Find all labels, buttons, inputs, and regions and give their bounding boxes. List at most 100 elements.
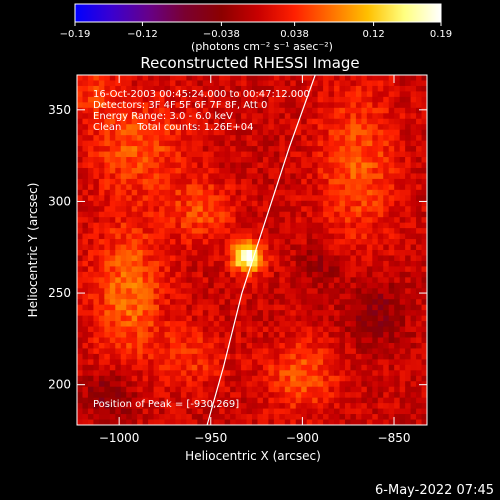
heatmap-pixel <box>186 304 193 311</box>
heatmap-pixel <box>350 107 357 114</box>
heatmap-pixel <box>328 162 335 169</box>
heatmap-pixel <box>77 228 83 234</box>
heatmap-pixel <box>262 397 269 404</box>
heatmap-pixel <box>142 135 149 142</box>
heatmap-pixel <box>104 250 111 256</box>
heatmap-pixel <box>323 293 329 300</box>
heatmap-pixel <box>137 348 144 355</box>
heatmap-pixel <box>279 206 286 213</box>
heatmap-pixel <box>153 321 160 327</box>
heatmap-pixel <box>126 419 133 425</box>
heatmap-pixel <box>350 146 357 152</box>
heatmap-pixel <box>180 299 187 306</box>
heatmap-pixel <box>273 381 280 388</box>
heatmap-pixel <box>87 135 94 142</box>
heatmap-pixel <box>197 260 204 267</box>
heatmap-pixel <box>377 200 384 207</box>
heatmap-pixel <box>268 364 275 371</box>
heatmap-pixel <box>169 244 176 251</box>
heatmap-pixel <box>405 266 411 273</box>
heatmap-pixel <box>306 157 313 163</box>
heatmap-pixel <box>197 348 204 355</box>
heatmap-pixel <box>312 80 319 87</box>
heatmap-pixel <box>252 80 258 87</box>
x-axis-tick-label: −950 <box>194 431 227 445</box>
heatmap-pixel <box>339 321 346 327</box>
heatmap-pixel <box>284 288 291 295</box>
heatmap-pixel <box>197 173 204 180</box>
heatmap-pixel <box>416 397 422 404</box>
heatmap-pixel <box>104 135 111 142</box>
heatmap-pixel <box>82 75 89 81</box>
heatmap-pixel <box>328 146 335 152</box>
heatmap-pixel <box>120 326 127 333</box>
heatmap-pixel <box>230 217 236 224</box>
heatmap-pixel <box>93 381 100 388</box>
heatmap-pixel <box>317 304 324 311</box>
heatmap-pixel <box>191 386 198 393</box>
heatmap-pixel <box>350 315 357 322</box>
heatmap-pixel <box>246 91 253 98</box>
heatmap-pixel <box>416 195 422 202</box>
heatmap-pixel <box>115 140 122 147</box>
heatmap-pixel <box>77 239 83 245</box>
heatmap-pixel <box>262 184 269 191</box>
heatmap-pixel <box>328 386 335 393</box>
heatmap-pixel <box>306 173 313 180</box>
heatmap-pixel <box>394 85 401 92</box>
heatmap-pixel <box>339 222 346 229</box>
heatmap-pixel <box>246 189 253 196</box>
heatmap-pixel <box>230 260 236 267</box>
heatmap-pixel <box>169 211 176 218</box>
heatmap-pixel <box>377 250 384 256</box>
heatmap-pixel <box>279 239 286 245</box>
heatmap-pixel <box>104 386 111 393</box>
heatmap-pixel <box>279 304 286 311</box>
heatmap-pixel <box>383 370 390 377</box>
heatmap-pixel <box>372 189 379 196</box>
heatmap-pixel <box>268 299 275 306</box>
heatmap-pixel <box>164 239 171 245</box>
heatmap-pixel <box>290 326 297 333</box>
heatmap-pixel <box>350 173 357 180</box>
heatmap-pixel <box>268 326 275 333</box>
heatmap-pixel <box>252 118 258 125</box>
heatmap-pixel <box>295 266 302 273</box>
heatmap-pixel <box>394 167 401 174</box>
heatmap-pixel <box>344 157 351 163</box>
heatmap-pixel <box>273 135 280 142</box>
heatmap-pixel <box>317 250 324 256</box>
heatmap-pixel <box>355 162 362 169</box>
heatmap-pixel <box>339 386 346 393</box>
heatmap-pixel <box>268 184 275 191</box>
heatmap-pixel <box>328 419 335 425</box>
heatmap-pixel <box>388 381 395 388</box>
heatmap-pixel <box>82 348 89 355</box>
heatmap-pixel <box>246 288 253 295</box>
heatmap-pixel <box>213 326 220 333</box>
heatmap-pixel <box>421 96 427 103</box>
heatmap-pixel <box>355 359 362 366</box>
heatmap-pixel <box>273 403 280 409</box>
heatmap-pixel <box>104 315 111 322</box>
heatmap-pixel <box>230 178 236 185</box>
heatmap-pixel <box>208 277 215 284</box>
heatmap-pixel <box>339 217 346 224</box>
heatmap-pixel <box>317 282 324 289</box>
heatmap-pixel <box>290 348 297 355</box>
heatmap-pixel <box>268 359 275 366</box>
heatmap-pixel <box>377 162 384 169</box>
heatmap-pixel <box>153 359 160 366</box>
heatmap-pixel <box>159 397 165 404</box>
heatmap-pixel <box>191 353 198 360</box>
heatmap-pixel <box>361 419 368 425</box>
heatmap-pixel <box>334 129 340 136</box>
heatmap-pixel <box>219 414 226 420</box>
heatmap-pixel <box>361 91 368 98</box>
heatmap-pixel <box>169 80 176 87</box>
heatmap-pixel <box>82 162 89 169</box>
heatmap-pixel <box>131 282 138 289</box>
heatmap-pixel <box>235 228 242 234</box>
heatmap-pixel <box>82 222 89 229</box>
heatmap-pixel <box>82 91 89 98</box>
